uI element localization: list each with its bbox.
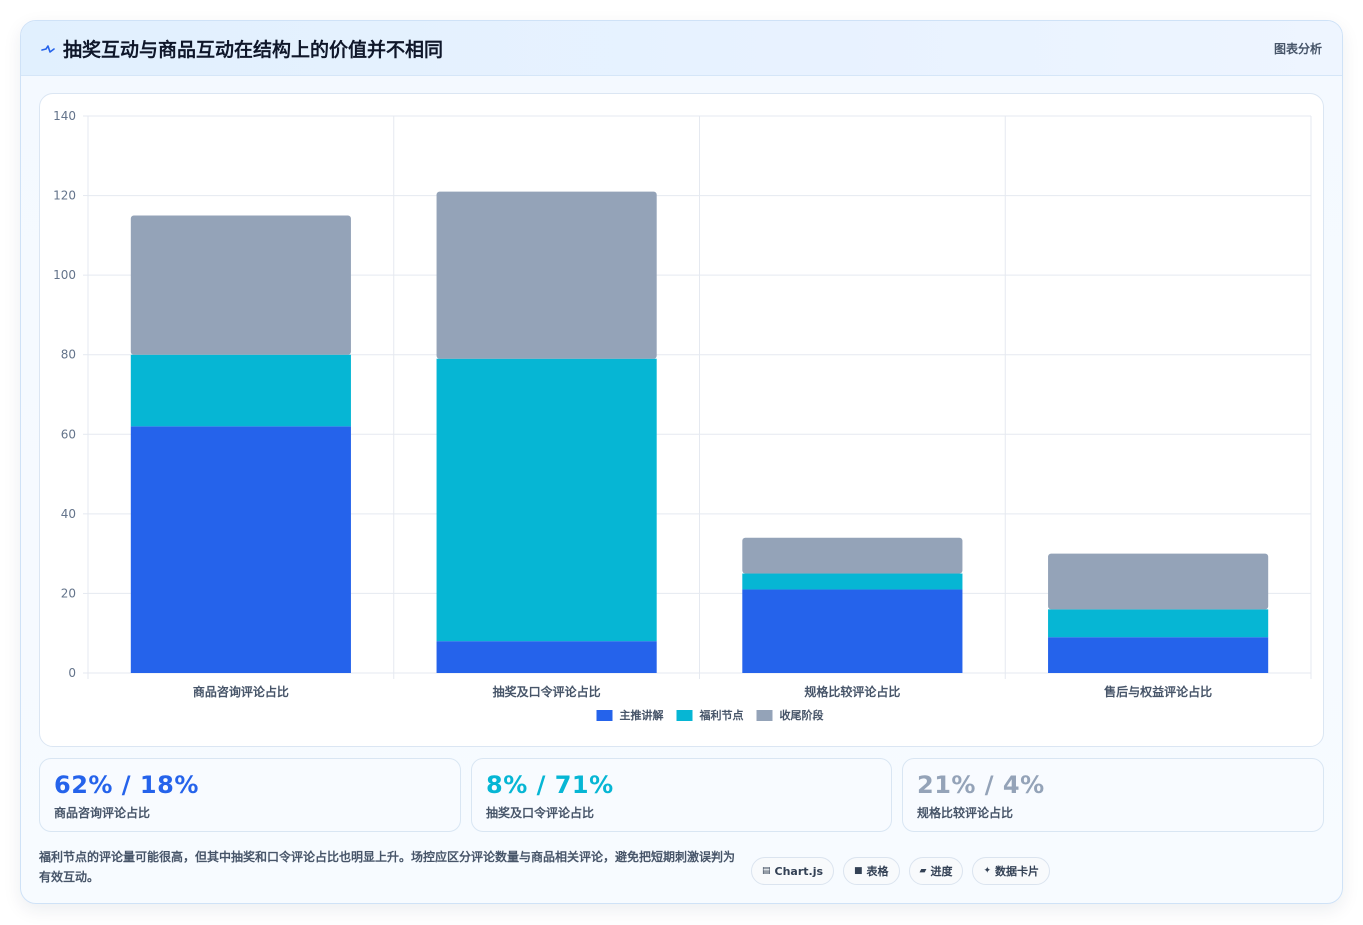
card-title: 抽奖互动与商品互动在结构上的价值并不相同	[63, 39, 444, 61]
bar-segment	[1048, 637, 1269, 673]
stat-value: 62% / 18%	[54, 771, 199, 799]
chart-analysis-tag: 图表分析	[1273, 42, 1322, 56]
chart-card: 抽奖互动与商品互动在结构上的价值并不相同 图表分析 0 20 40 60 80 100 12…	[20, 20, 1343, 904]
y-tick-label: 140	[53, 109, 76, 123]
chip-label: Chart.js	[774, 864, 824, 878]
stat-value: 8% / 71%	[486, 771, 614, 799]
chip-label: 进度	[930, 865, 953, 878]
legend-label: 福利节点	[699, 708, 744, 722]
progress-icon: ▰	[919, 866, 927, 876]
legend-swatch	[756, 710, 773, 721]
stat-value: 21% / 4%	[917, 771, 1045, 799]
y-tick-label: 60	[61, 427, 76, 441]
y-tick-label: 0	[68, 666, 76, 680]
y-tick-label: 20	[61, 586, 76, 600]
chip-label: 数据卡片	[995, 865, 1040, 878]
y-tick-label: 40	[61, 507, 76, 521]
bar-segment	[742, 573, 963, 590]
bar-segment	[1048, 553, 1269, 610]
chart-footnote: 福利节点的评论量可能很高，但其中抽奖和口令评论占比也明显上升。场控应区分评论数量…	[39, 850, 736, 884]
bar-segment	[436, 641, 657, 673]
legend-swatch	[596, 710, 613, 721]
pulse-line-icon	[41, 45, 55, 53]
bar-segment	[436, 358, 657, 642]
bar-segment	[130, 215, 351, 355]
legend-label: 主推讲解	[620, 708, 664, 722]
bar-segment	[130, 426, 351, 673]
stat-label: 商品咨询评论占比	[54, 806, 151, 820]
tech-chips: ▤ Chart.js ■ 表格 ▰ 进度 ✦ 数据卡片	[751, 857, 1051, 885]
stat-label: 抽奖及口令评论占比	[486, 806, 595, 820]
x-category-label: 售后与权益评论占比	[1104, 684, 1212, 699]
chip-progress[interactable]: ▰ 进度	[908, 857, 964, 885]
y-tick-label: 100	[53, 268, 76, 282]
y-tick-label: 120	[53, 189, 76, 203]
bar-segment	[1048, 609, 1269, 638]
chip-data-card[interactable]: ✦ 数据卡片	[972, 857, 1051, 885]
bar-segment	[742, 537, 963, 574]
card-header: 抽奖互动与商品互动在结构上的价值并不相同 图表分析	[21, 21, 1342, 76]
sparkle-icon: ✦	[983, 866, 992, 876]
y-tick-label: 80	[61, 348, 76, 362]
x-category-label: 商品咨询评论占比	[193, 684, 289, 699]
chip-chartjs[interactable]: ▤ Chart.js	[751, 857, 835, 885]
stat-label: 规格比较评论占比	[917, 806, 1014, 820]
legend-label: 收尾阶段	[780, 708, 824, 722]
legend-swatch	[676, 710, 693, 721]
chip-label: 表格	[866, 865, 889, 878]
stat-card-product-inquiry: 62% / 18% 商品咨询评论占比	[39, 758, 461, 832]
chip-table[interactable]: ■ 表格	[843, 857, 900, 885]
stat-card-spec-compare: 21% / 4% 规格比较评论占比	[902, 758, 1324, 832]
x-category-label: 抽奖及口令评论占比	[493, 684, 601, 699]
stat-card-lottery: 8% / 71% 抽奖及口令评论占比	[471, 758, 892, 832]
table-icon: ■	[854, 866, 863, 876]
x-category-label: 规格比较评论占比	[804, 684, 900, 699]
bar-segment	[436, 191, 657, 359]
chart-icon: ▤	[762, 866, 771, 876]
chart-panel: 0 20 40 60 80 100 120 140 商品咨询评论占比 抽奖及口令评论占比 规格比较评…	[39, 93, 1324, 747]
stacked-bar-chart: 0 20 40 60 80 100 120 140 商品咨询评论占比 抽奖及口令评论占比 规格比较评…	[53, 109, 1312, 722]
bar-segment	[742, 589, 963, 673]
bar-segment	[130, 354, 351, 427]
